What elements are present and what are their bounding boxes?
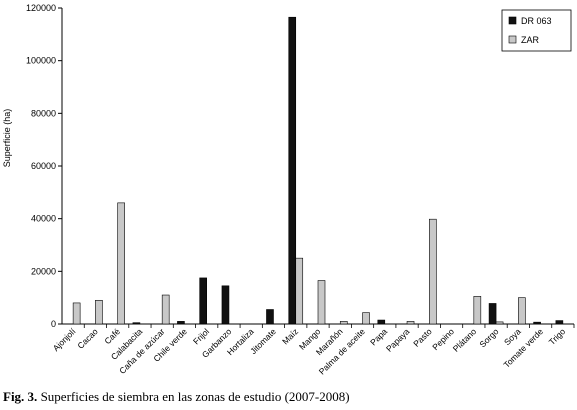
y-tick-label: 0 xyxy=(51,319,56,329)
bar-zar xyxy=(72,302,81,325)
bar-dr063 xyxy=(377,319,386,325)
bar-zar xyxy=(495,321,504,325)
legend-label-zar: ZAR xyxy=(521,35,540,45)
bar-zar xyxy=(473,296,482,325)
bar-zar xyxy=(406,321,415,325)
bar-dr063 xyxy=(533,321,541,325)
x-tick-label: Sorgo xyxy=(477,326,500,349)
bar-dr063 xyxy=(177,321,185,325)
bar-dr063 xyxy=(199,277,207,325)
y-tick-label: 120000 xyxy=(26,3,56,13)
y-tick-label: 100000 xyxy=(26,56,56,66)
bar-dr063 xyxy=(288,16,297,325)
y-tick-label: 40000 xyxy=(31,214,56,224)
bar-series xyxy=(72,16,564,325)
bar-zar xyxy=(518,297,526,325)
legend: DR 063 ZAR xyxy=(501,9,572,52)
y-tick-label: 20000 xyxy=(31,266,56,276)
bar-dr063 xyxy=(221,285,230,325)
y-axis-title: Superficie (ha) xyxy=(2,109,12,168)
y-axis-ticks: 0 20000 40000 60000 80000 100000 120000 xyxy=(26,3,62,329)
bar-zar xyxy=(95,299,103,325)
bar-zar xyxy=(339,321,348,325)
bar-dr063 xyxy=(555,320,564,325)
bar-dr063 xyxy=(266,309,274,325)
figure-caption-text: Superficies de siembra en las zonas de e… xyxy=(40,389,350,404)
legend-swatch-dr063 xyxy=(508,16,517,25)
x-tick-label: Plátano xyxy=(451,326,479,354)
bar-zar xyxy=(295,257,304,325)
y-tick-label: 60000 xyxy=(31,161,56,171)
bar-zar xyxy=(161,294,170,325)
bar-zar xyxy=(317,280,326,325)
x-tick-label: Ajonjolí xyxy=(51,326,78,353)
figure-number: Fig. 3. xyxy=(3,389,38,404)
bar-zar xyxy=(429,218,437,325)
bar-dr063 xyxy=(132,322,141,325)
legend-label-dr063: DR 063 xyxy=(521,16,552,26)
x-tick-label: Cacao xyxy=(75,326,100,351)
bar-dr063 xyxy=(488,303,497,325)
x-tick-label: Trigo xyxy=(547,326,568,347)
legend-swatch-zar xyxy=(508,35,517,44)
figure-caption: Fig. 3. Superficies de siembra en las zo… xyxy=(3,389,350,405)
bar-zar xyxy=(117,202,125,325)
bar-zar xyxy=(362,312,370,325)
x-tick-label: Papaya xyxy=(384,326,412,354)
y-tick-label: 80000 xyxy=(31,108,56,118)
